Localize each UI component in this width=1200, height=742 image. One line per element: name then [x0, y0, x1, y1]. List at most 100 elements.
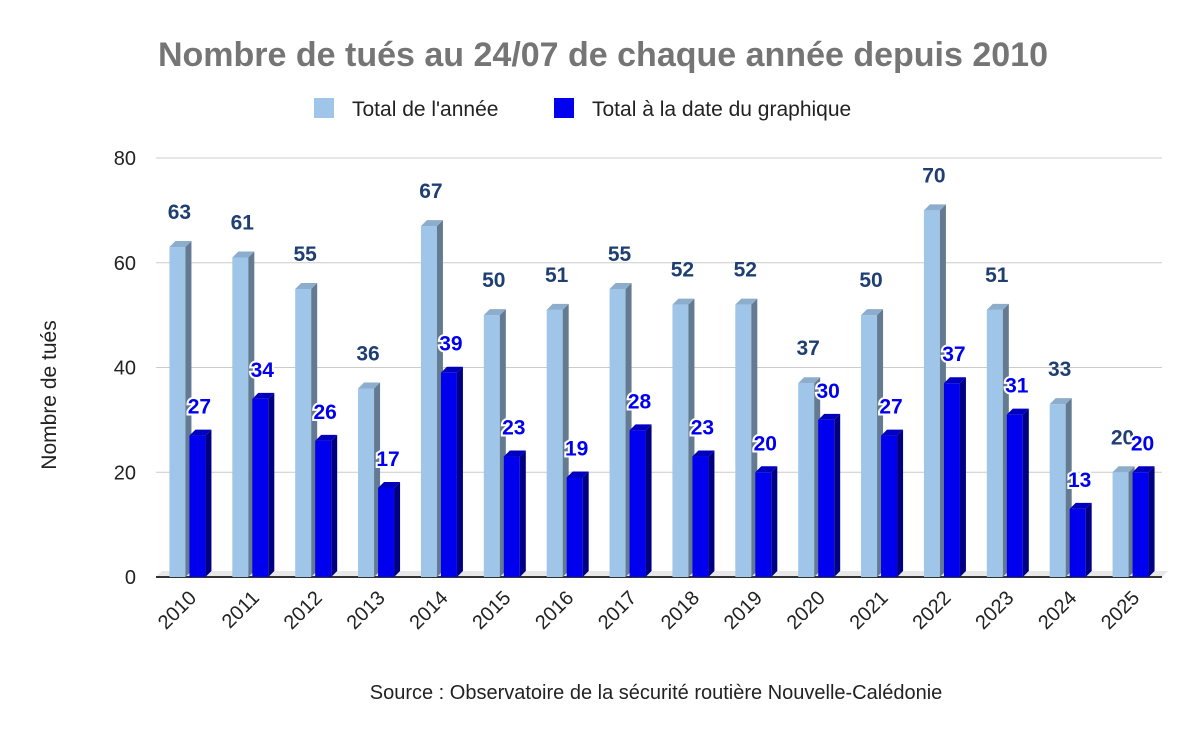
data-label-series-1: 51 — [985, 264, 1009, 287]
data-label-series-2: 20 — [754, 432, 777, 455]
bar-front — [503, 456, 520, 577]
x-tick-label: 2025 — [1097, 587, 1144, 634]
bar-side — [1022, 408, 1029, 577]
bar-2-2019 — [755, 466, 778, 577]
bar-front — [169, 247, 186, 577]
x-tick-label: 2022 — [908, 587, 955, 634]
data-label-series-1: 36 — [356, 342, 379, 365]
bar-1-2025 — [1112, 466, 1135, 577]
bar-2-2023 — [1006, 408, 1029, 577]
plot-floor — [156, 571, 1168, 577]
y-axis-ticks: 0 20 40 60 80 — [114, 148, 136, 589]
bar-2-2025 — [1132, 466, 1155, 577]
bar-top — [546, 303, 569, 310]
bar-top — [881, 429, 904, 436]
data-label-series-1: 33 — [1048, 358, 1071, 381]
bar-top — [755, 466, 778, 473]
bar-front — [672, 304, 689, 577]
bar-top — [986, 303, 1009, 310]
bar-top — [483, 309, 506, 316]
bar-side — [456, 366, 463, 577]
data-label-series-2: 20 — [1131, 432, 1154, 455]
y-tick-label: 0 — [125, 567, 136, 589]
bar-top — [1006, 408, 1029, 415]
legend-label-series-1: Total de l'année — [352, 98, 498, 121]
bar-front — [861, 315, 878, 577]
data-label-series-1: 52 — [734, 259, 757, 282]
data-label-series-2: 23 — [502, 417, 525, 440]
bar-front — [315, 440, 332, 577]
bar-front — [252, 398, 269, 577]
data-label-series-2: 28 — [628, 390, 652, 413]
bar-top — [861, 309, 884, 316]
bar-side — [205, 429, 212, 577]
bar-1-2012 — [295, 282, 318, 577]
bar-top — [440, 366, 463, 373]
bar-side — [394, 481, 401, 577]
data-label-series-2: 23 — [691, 417, 714, 440]
data-label-series-1: 52 — [671, 259, 694, 282]
bar-front — [943, 383, 960, 577]
bar-side — [771, 466, 778, 577]
bar-side — [834, 413, 841, 577]
bar-top — [315, 434, 338, 441]
bar-2-2018 — [692, 450, 715, 577]
x-tick-label: 2019 — [720, 587, 767, 634]
data-label-series-2: 13 — [1068, 469, 1091, 492]
x-tick-label: 2017 — [594, 587, 641, 634]
bars — [169, 204, 1155, 577]
bar-top — [420, 220, 443, 227]
bar-1-2014 — [420, 220, 443, 577]
bar-top — [252, 392, 275, 399]
source-note: Source : Observatoire de la sécurité rou… — [370, 682, 943, 704]
x-tick-label: 2011 — [218, 587, 264, 633]
bar-top — [692, 450, 715, 457]
bar-side — [519, 450, 526, 577]
bar-front — [692, 456, 709, 577]
bar-top — [1112, 466, 1135, 473]
data-label-series-1: 55 — [294, 243, 318, 266]
bar-1-2023 — [986, 303, 1009, 577]
bar-side — [959, 377, 966, 577]
data-label-series-1: 61 — [231, 212, 255, 235]
data-label-series-1: 70 — [922, 164, 945, 187]
x-tick-label: 2020 — [783, 587, 830, 634]
bar-2-2020 — [818, 413, 841, 577]
data-label-series-2: 19 — [565, 437, 588, 460]
bar-front — [986, 309, 1003, 577]
data-labels: 63 27 61 34 55 26 36 17 67 39 50 23 51 19 55 28 52 23 52 20… — [168, 164, 1156, 494]
bar-side — [1148, 466, 1155, 577]
bar-1-2015 — [483, 309, 506, 577]
bar-side — [645, 424, 652, 577]
bar-top — [295, 282, 318, 289]
bar-2-2021 — [881, 429, 904, 577]
bar-front — [881, 435, 898, 577]
data-label-series-1: 55 — [608, 243, 632, 266]
bar-top — [566, 471, 589, 478]
bar-front — [735, 304, 752, 577]
x-tick-label: 2021 — [846, 587, 893, 634]
x-axis-ticks: 2010 2011 2012 2013 2014 2015 2016 2017 2018 2019… — [154, 587, 1144, 634]
bar-1-2022 — [923, 204, 946, 577]
bar-front — [358, 388, 375, 577]
bar-2-2015 — [503, 450, 526, 577]
chart-title: Nombre de tués au 24/07 de chaque année … — [158, 36, 1048, 74]
bar-top — [923, 204, 946, 211]
data-label-series-1: 37 — [797, 337, 820, 360]
bar-top — [189, 429, 212, 436]
bar-top — [232, 251, 255, 258]
bar-1-2021 — [861, 309, 884, 577]
bar-front — [483, 315, 500, 577]
bar-front — [1006, 414, 1023, 577]
bar-2-2022 — [943, 377, 966, 577]
bar-top — [798, 377, 821, 384]
data-label-series-1: 50 — [482, 269, 505, 292]
legend-label-series-2: Total à la date du graphique — [592, 98, 851, 121]
bar-top — [1069, 502, 1092, 509]
bar-front — [440, 372, 457, 577]
bar-top — [358, 382, 381, 389]
legend-swatch-series-2 — [554, 98, 574, 118]
data-label-series-2: 17 — [376, 448, 399, 471]
bar-front — [546, 309, 563, 577]
